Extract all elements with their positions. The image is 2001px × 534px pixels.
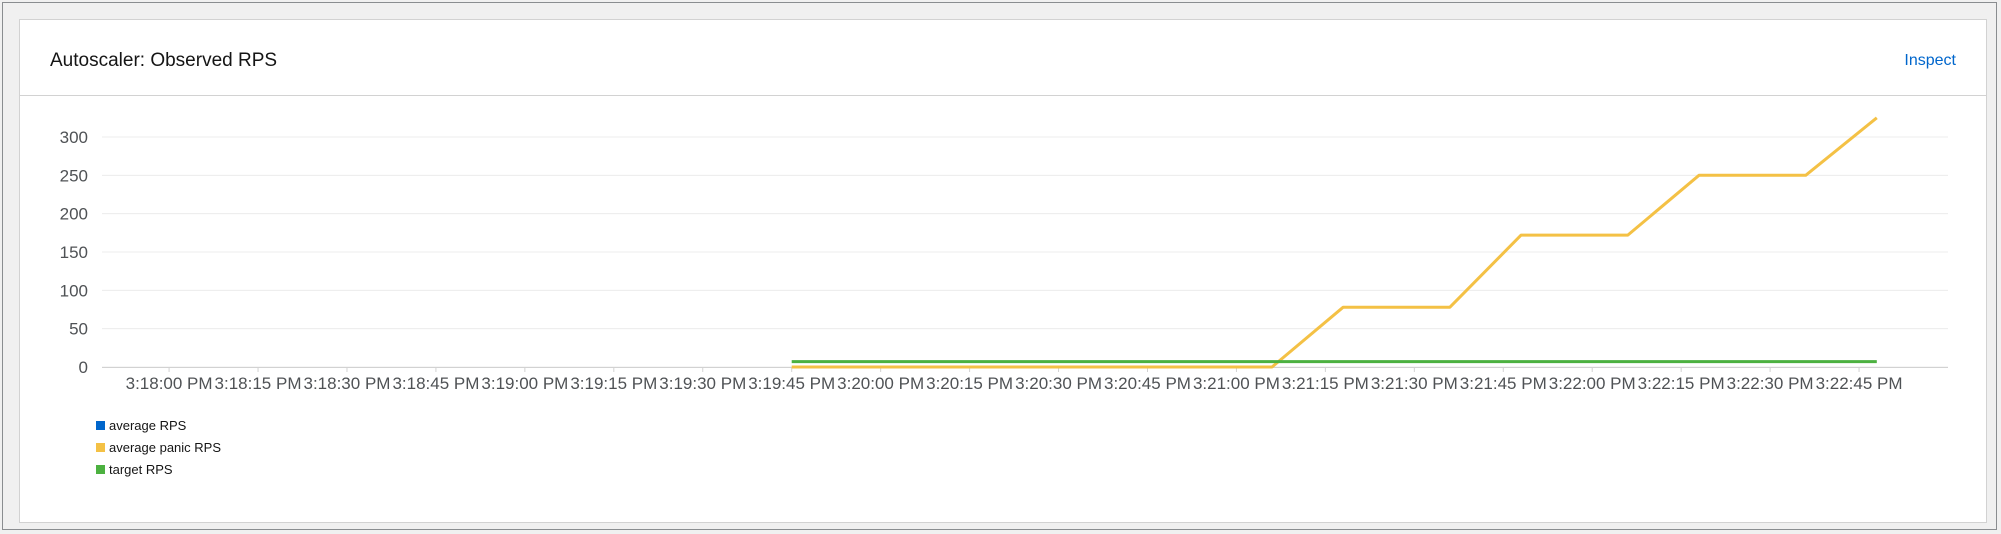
legend-swatch [96,421,105,430]
legend-label: average RPS [109,418,187,433]
series-line-2 [791,116,1878,369]
y-tick-label: 0 [79,358,88,377]
legend-swatch [96,465,105,474]
y-tick-label: 50 [69,320,88,339]
x-tick-label: 3:18:00 PM [126,374,213,393]
x-tick-label: 3:20:45 PM [1104,374,1191,393]
legend-label: average panic RPS [109,440,221,455]
x-tick-label: 3:19:00 PM [481,374,568,393]
x-tick-label: 3:21:15 PM [1282,374,1369,393]
y-tick-label: 150 [60,243,88,262]
x-tick-label: 3:22:30 PM [1727,374,1814,393]
y-tick-label: 300 [60,128,88,147]
inspect-link[interactable]: Inspect [1904,52,1956,69]
x-tick-label: 3:22:45 PM [1816,374,1903,393]
y-tick-label: 250 [60,166,88,185]
x-tick-label: 3:18:30 PM [304,374,391,393]
x-tick-label: 3:18:45 PM [392,374,479,393]
chart-card: Autoscaler: Observed RPS Inspect 0 50 100 1… [19,19,1987,523]
x-tick-label: 3:22:15 PM [1638,374,1725,393]
x-tick-label: 3:18:15 PM [215,374,302,393]
x-tick-label: 3:21:45 PM [1460,374,1547,393]
x-tick-label: 3:21:30 PM [1371,374,1458,393]
x-tick-label: 3:20:00 PM [837,374,924,393]
x-tick-label: 3:19:30 PM [659,374,746,393]
x-tick-label: 3:21:00 PM [1193,374,1280,393]
y-tick-label: 100 [60,281,88,300]
card-header: Autoscaler: Observed RPS Inspect [20,20,1986,96]
legend-label: target RPS [109,462,173,477]
legend-swatch [96,443,105,452]
card-title: Autoscaler: Observed RPS [50,50,278,71]
x-tick-label: 3:22:00 PM [1549,374,1636,393]
x-tick-label: 3:19:45 PM [748,374,835,393]
x-tick-label: 3:20:15 PM [926,374,1013,393]
x-tick-label: 3:19:15 PM [570,374,657,393]
y-tick-label: 200 [60,205,88,224]
x-tick-label: 3:20:30 PM [1015,374,1102,393]
